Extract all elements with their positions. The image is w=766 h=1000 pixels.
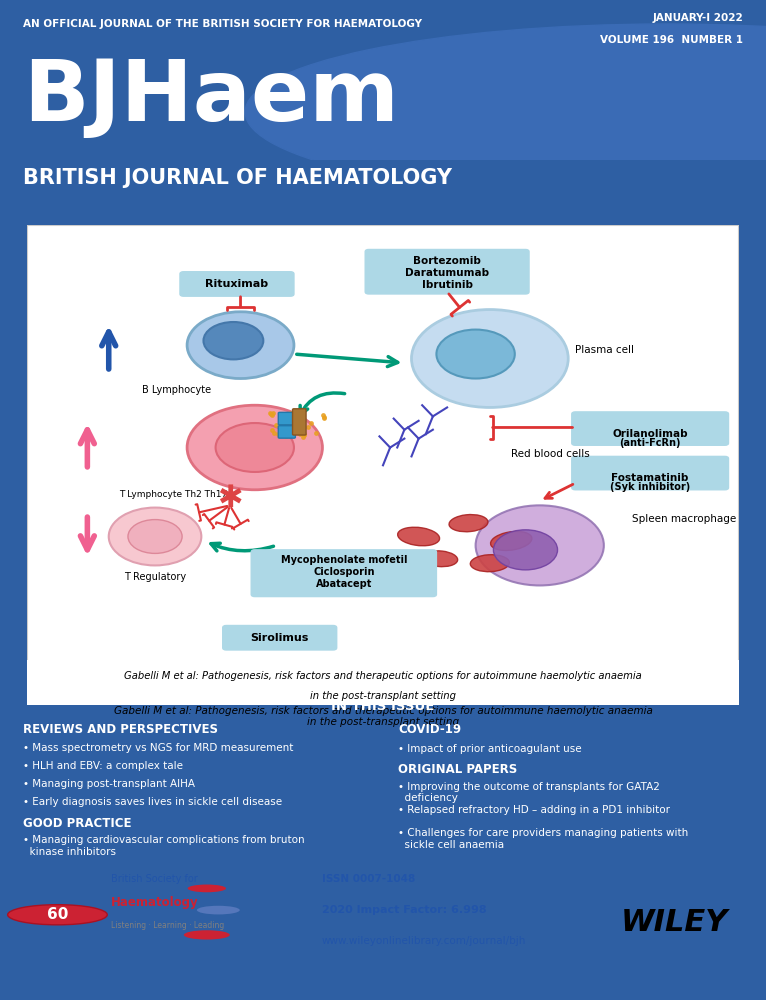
Text: B Lymphocyte: B Lymphocyte [142, 385, 211, 395]
Text: Daratumumab: Daratumumab [405, 268, 489, 278]
Ellipse shape [470, 555, 509, 572]
Text: • HLH and EBV: a complex tale: • HLH and EBV: a complex tale [23, 761, 183, 771]
Circle shape [204, 322, 264, 359]
Text: • Challenges for care providers managing patients with
  sickle cell anaemia: • Challenges for care providers managing… [398, 828, 689, 850]
Circle shape [197, 906, 240, 914]
Text: in the post-transplant setting: in the post-transplant setting [310, 691, 456, 701]
FancyBboxPatch shape [278, 412, 296, 425]
Text: Rituximab: Rituximab [205, 279, 269, 289]
Text: Sirolimus: Sirolimus [250, 633, 309, 643]
Text: • Managing cardiovascular complications from bruton
  kinase inhibitors: • Managing cardiovascular complications … [23, 835, 305, 857]
Text: (anti-FcRn): (anti-FcRn) [620, 438, 681, 448]
Text: COVID-19: COVID-19 [398, 723, 461, 736]
Text: Gabelli M et al: Pathogenesis, risk factors and therapeutic options for autoimmu: Gabelli M et al: Pathogenesis, risk fact… [124, 671, 642, 681]
Circle shape [245, 24, 766, 200]
Circle shape [187, 312, 294, 379]
Circle shape [8, 905, 107, 925]
Ellipse shape [449, 515, 488, 532]
FancyArrowPatch shape [211, 543, 273, 551]
Text: REVIEWS AND PERSPECTIVES: REVIEWS AND PERSPECTIVES [23, 723, 218, 736]
Text: • Impact of prior anticoagulant use: • Impact of prior anticoagulant use [398, 744, 582, 754]
Text: • Early diagnosis saves lives in sickle cell disease: • Early diagnosis saves lives in sickle … [23, 797, 282, 807]
Text: JANUARY-I 2022: JANUARY-I 2022 [653, 13, 743, 23]
FancyBboxPatch shape [278, 426, 296, 438]
Circle shape [437, 330, 515, 379]
Text: Bortezomib: Bortezomib [413, 256, 481, 266]
Text: T Regulatory: T Regulatory [124, 572, 186, 582]
FancyBboxPatch shape [251, 550, 437, 597]
Text: • Improving the outcome of transplants for GATA2
  deficiency: • Improving the outcome of transplants f… [398, 782, 660, 803]
Text: ORIGINAL PAPERS: ORIGINAL PAPERS [398, 763, 518, 776]
Ellipse shape [490, 531, 532, 550]
Circle shape [109, 508, 201, 565]
Ellipse shape [476, 505, 604, 585]
Text: Haematology: Haematology [111, 896, 198, 909]
Ellipse shape [422, 551, 457, 567]
FancyBboxPatch shape [571, 412, 728, 445]
Text: 60: 60 [47, 907, 68, 922]
Text: • Managing post-transplant AIHA: • Managing post-transplant AIHA [23, 779, 195, 789]
Text: BRITISH JOURNAL OF HAEMATOLOGY: BRITISH JOURNAL OF HAEMATOLOGY [23, 168, 452, 188]
Text: Ciclosporin: Ciclosporin [313, 567, 375, 577]
Text: WILEY: WILEY [620, 908, 728, 937]
FancyBboxPatch shape [27, 660, 739, 705]
FancyArrowPatch shape [300, 393, 345, 415]
Text: ✱: ✱ [217, 484, 243, 513]
Text: • Relapsed refractory HD – adding in a PD1 inhibitor: • Relapsed refractory HD – adding in a P… [398, 805, 670, 815]
Circle shape [187, 405, 322, 490]
Text: Mycophenolate mofetil: Mycophenolate mofetil [280, 555, 407, 565]
Text: AN OFFICIAL JOURNAL OF THE BRITISH SOCIETY FOR HAEMATOLOGY: AN OFFICIAL JOURNAL OF THE BRITISH SOCIE… [23, 19, 422, 29]
Text: www.wileyonlinelibrary.com/journal/bjh: www.wileyonlinelibrary.com/journal/bjh [322, 936, 526, 946]
FancyBboxPatch shape [27, 225, 739, 670]
Text: • Mass spectrometry vs NGS for MRD measurement: • Mass spectrometry vs NGS for MRD measu… [23, 743, 293, 753]
Text: (Syk inhibitor): (Syk inhibitor) [610, 482, 690, 492]
Circle shape [184, 930, 230, 940]
Text: ISSN 0007-1048: ISSN 0007-1048 [322, 874, 415, 884]
Text: 2020 Impact Factor: 6.998: 2020 Impact Factor: 6.998 [322, 905, 486, 915]
Text: Plasma cell: Plasma cell [575, 345, 634, 355]
Text: Fostamatinib: Fostamatinib [611, 473, 689, 483]
Text: VOLUME 196  NUMBER 1: VOLUME 196 NUMBER 1 [600, 35, 743, 45]
Circle shape [188, 885, 226, 892]
Text: Orilanolimab: Orilanolimab [612, 429, 688, 439]
FancyBboxPatch shape [365, 249, 529, 294]
Text: Abatacept: Abatacept [316, 579, 372, 589]
Text: IN THIS ISSUE: IN THIS ISSUE [332, 700, 434, 713]
Ellipse shape [398, 527, 440, 546]
Text: Ibrutinib: Ibrutinib [421, 280, 473, 290]
Circle shape [128, 520, 182, 553]
Text: Spleen macrophage: Spleen macrophage [633, 514, 737, 524]
Text: GOOD PRACTICE: GOOD PRACTICE [23, 817, 132, 830]
Circle shape [215, 423, 294, 472]
FancyBboxPatch shape [571, 456, 728, 490]
Text: Listening · Learning · Leading: Listening · Learning · Leading [111, 921, 224, 930]
Text: British Society for: British Society for [111, 874, 198, 884]
FancyBboxPatch shape [223, 626, 337, 650]
Text: T Lymphocyte Th2 Th17: T Lymphocyte Th2 Th17 [119, 490, 227, 499]
FancyBboxPatch shape [180, 272, 294, 296]
Text: BJHaem: BJHaem [23, 56, 399, 139]
FancyBboxPatch shape [293, 409, 306, 435]
Ellipse shape [493, 530, 558, 570]
Circle shape [411, 310, 568, 407]
Text: Red blood cells: Red blood cells [511, 449, 590, 459]
Text: Gabelli M et al: Pathogenesis, risk factors and therapeutic options for autoimmu: Gabelli M et al: Pathogenesis, risk fact… [113, 706, 653, 727]
